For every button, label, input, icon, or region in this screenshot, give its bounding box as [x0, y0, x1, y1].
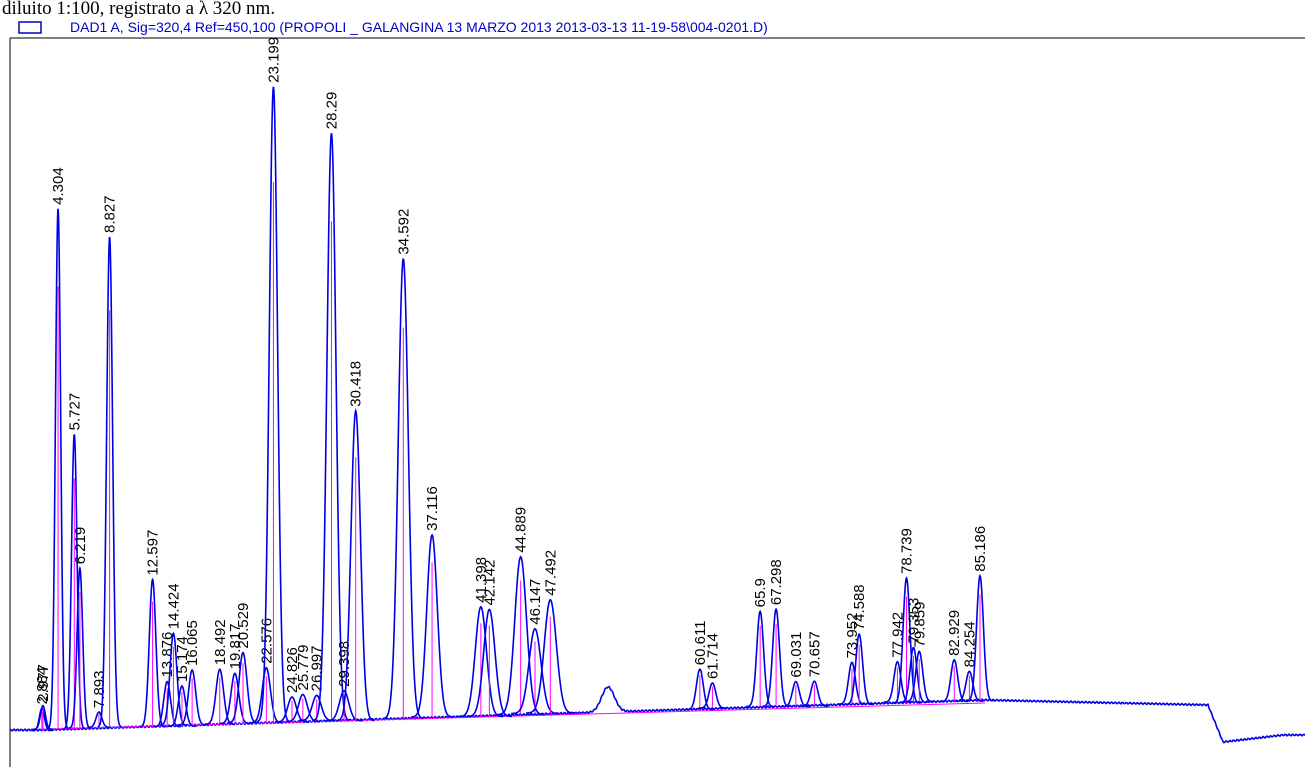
peak-label: 15.174 [174, 636, 191, 682]
peak-label: 5.727 [66, 393, 83, 431]
peak [336, 407, 375, 722]
peak-label: 30.418 [348, 361, 365, 407]
peak [905, 650, 933, 703]
peak-label: 12.597 [145, 530, 162, 576]
peak [68, 565, 92, 729]
peak-label: 22.576 [258, 618, 275, 664]
peak-label: 61.714 [704, 633, 721, 679]
peak-label: 79.353 [905, 598, 922, 644]
peak [167, 685, 196, 728]
peak [227, 651, 259, 724]
peak-label: 44.889 [513, 507, 530, 553]
peak-label: 6.219 [72, 527, 89, 565]
peak [698, 682, 727, 709]
peak-label: 18.492 [212, 619, 229, 665]
peak [32, 704, 53, 731]
peak [298, 694, 335, 722]
peak [497, 555, 545, 716]
peak-label: 60.611 [692, 620, 709, 665]
peak [966, 574, 994, 702]
peak-label: 8.827 [102, 195, 119, 233]
caption: diluito 1:100, registrato a λ 320 nm. [2, 0, 275, 19]
peak-label: 46.147 [527, 579, 544, 625]
peak [838, 661, 866, 705]
peak [47, 208, 69, 730]
peak [139, 577, 166, 728]
peak-label: 37.116 [424, 486, 441, 531]
peak [177, 668, 207, 726]
peak-label: 14.424 [165, 583, 182, 629]
peak [63, 434, 86, 730]
peak-label: 82.929 [946, 610, 963, 656]
peak [845, 633, 873, 706]
peak [511, 627, 559, 715]
peak [325, 689, 363, 722]
peak [313, 133, 350, 722]
peak-label: 26.997 [309, 646, 326, 692]
legend-swatch [18, 21, 42, 34]
peak-label: 41.398 [473, 557, 490, 603]
chart-title: DAD1 A, Sig=320,4 Ref=450,100 (PROPOLI _… [70, 19, 768, 35]
peak-label: 67.298 [768, 559, 785, 605]
peak [153, 680, 181, 728]
peak [97, 236, 122, 728]
peak-label: 69.031 [788, 632, 805, 678]
peak [526, 598, 575, 714]
peak-label: 16.065 [184, 620, 201, 666]
peak-label: 20.529 [235, 603, 252, 649]
peak-label: 2.977 [35, 664, 52, 702]
peak-label: 34.592 [395, 209, 412, 255]
peak-label: 47.492 [542, 550, 559, 596]
peak-label: 25.779 [295, 645, 312, 691]
peak-label: 84.254 [961, 621, 978, 667]
peak-label: 19.817 [227, 623, 244, 669]
peak-label: 70.657 [806, 631, 823, 677]
peak [762, 607, 790, 708]
peak-label: 28.29 [323, 92, 340, 130]
peak-label: 65.9 [752, 578, 769, 607]
peak [746, 609, 774, 708]
peak-label: 78.739 [898, 528, 915, 574]
peak [219, 672, 251, 725]
peak [87, 711, 111, 729]
peak-label: 29.398 [336, 641, 353, 687]
peak [892, 576, 921, 704]
peak [800, 680, 829, 708]
peak-label: 74.588 [851, 584, 868, 630]
trace-baseline [9, 685, 1305, 744]
peak [955, 670, 984, 703]
peak-label: 2.884 [34, 667, 51, 705]
peak [256, 86, 291, 723]
peak-label: 85.186 [972, 526, 989, 572]
peak [411, 533, 454, 718]
peak [686, 668, 714, 711]
peak [466, 608, 512, 718]
peak-label: 4.304 [50, 167, 67, 205]
peak-label: 23.199 [265, 37, 282, 83]
peak [940, 658, 968, 703]
peak-label: 7.893 [91, 671, 108, 709]
peak-label: 42.142 [481, 560, 498, 606]
peak [899, 646, 928, 704]
peak [458, 605, 504, 718]
peak [249, 666, 283, 724]
peak-label: 24.826 [284, 647, 301, 693]
peak [383, 258, 424, 720]
integration-baseline [39, 702, 986, 730]
peak-label: 79.859 [911, 602, 928, 648]
